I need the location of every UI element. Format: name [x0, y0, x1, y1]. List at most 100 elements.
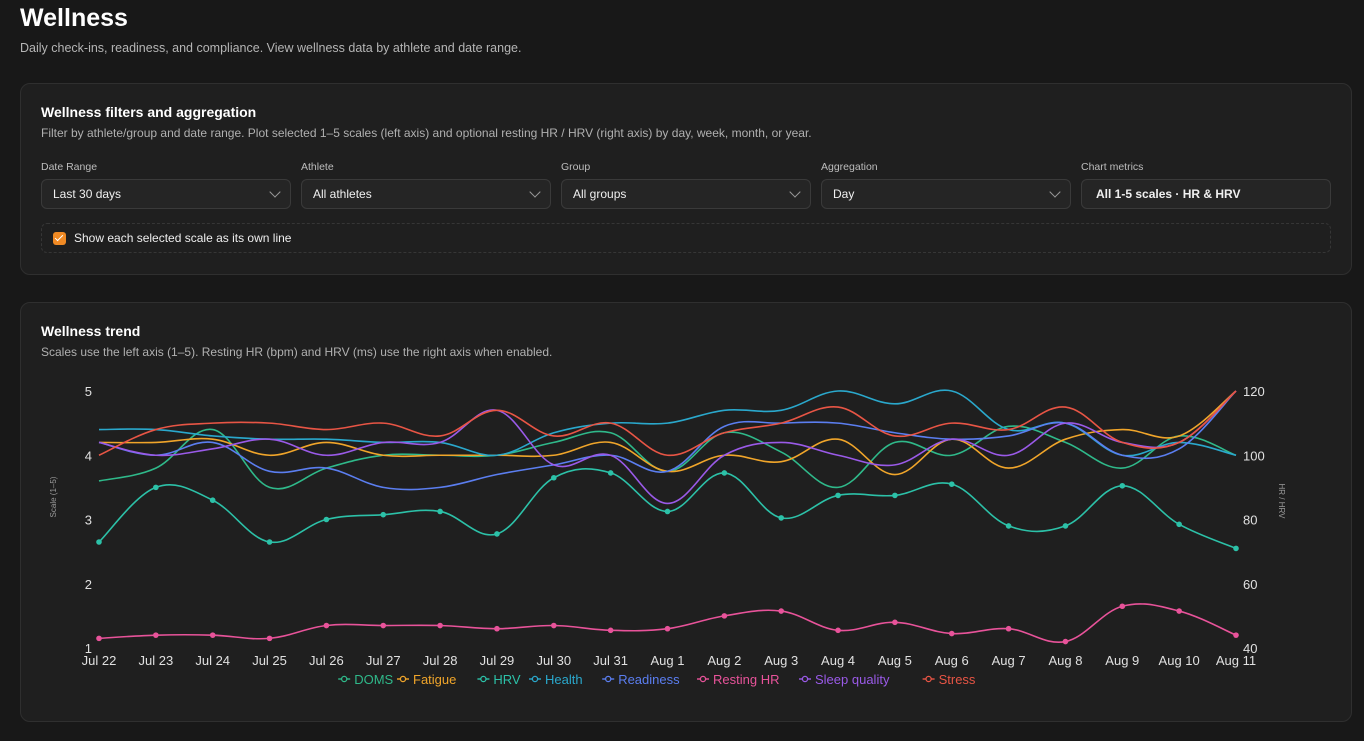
y-left-tick-label: 2: [85, 577, 92, 592]
legend-entry-hrv: HRV: [493, 672, 521, 687]
chart-metrics-field: Chart metrics All 1-5 scales · HR & HRV: [1081, 161, 1331, 209]
date-range-select[interactable]: Last 30 days: [41, 179, 291, 209]
x-tick-label: Jul 31: [593, 653, 628, 668]
x-tick-label: Jul 22: [82, 653, 117, 668]
data-point-hrv: [1233, 545, 1239, 552]
data-point-resting-hr: [664, 625, 671, 632]
data-point-hrv: [1119, 482, 1126, 489]
series-line-stress: [98, 390, 1237, 457]
data-point-hrv: [948, 481, 955, 487]
group-select[interactable]: All groups: [561, 179, 811, 209]
x-tick-label: Aug 3: [764, 653, 798, 668]
x-tick-label: Aug 6: [935, 653, 969, 668]
data-point-resting-hr: [948, 630, 955, 637]
legend-marker-dot-readiness: [604, 675, 612, 683]
series-line-hrv: [98, 468, 1237, 550]
filters-card: Wellness filters and aggregation Filter …: [20, 83, 1352, 275]
group-field: Group All groups: [561, 161, 811, 209]
page-subtitle: Daily check-ins, readiness, and complian…: [20, 41, 522, 55]
data-point-resting-hr: [721, 613, 728, 619]
data-point-hrv: [323, 516, 330, 523]
data-point-hrv: [96, 539, 102, 545]
data-point-hrv: [437, 508, 443, 515]
data-point-resting-hr: [380, 622, 387, 629]
series-line-doms: [98, 425, 1237, 490]
aggregation-select[interactable]: Day: [821, 179, 1071, 209]
date-range-value: Last 30 days: [53, 187, 122, 201]
data-point-resting-hr: [437, 622, 443, 629]
x-tick-label: Aug 2: [707, 653, 741, 668]
athlete-select[interactable]: All athletes: [301, 179, 551, 209]
chart-metrics-select[interactable]: All 1-5 scales · HR & HRV: [1081, 179, 1331, 209]
legend-marker-dot-health: [531, 675, 539, 683]
trend-title: Wellness trend: [41, 323, 141, 339]
legend-marker-dot-hrv: [480, 675, 487, 683]
legend-marker-dot-doms: [340, 675, 348, 683]
x-tick-label: Aug 10: [1159, 653, 1200, 668]
data-point-resting-hr: [96, 635, 102, 642]
x-tick-label: Jul 24: [195, 653, 230, 668]
legend-marker-dot-stress: [925, 675, 932, 683]
y-right-tick-label: 120: [1243, 384, 1265, 399]
group-value: All groups: [573, 187, 627, 201]
y-left-tick-label: 4: [85, 448, 92, 463]
filters-description: Filter by athlete/group and date range. …: [41, 126, 812, 140]
y-right-axis-title: HR / HRV: [1277, 484, 1286, 520]
data-point-resting-hr: [607, 627, 614, 634]
legend-marker-dot-fatigue: [399, 675, 407, 683]
series-line-fatigue: [98, 390, 1237, 476]
y-right-tick-label: 100: [1243, 448, 1265, 463]
x-tick-label: Aug 9: [1105, 653, 1139, 668]
x-tick-label: Aug 4: [821, 653, 855, 668]
x-tick-label: Aug 5: [878, 653, 912, 668]
legend-entry-resting-hr: Resting HR: [713, 672, 779, 687]
x-tick-label: Jul 25: [252, 653, 287, 668]
legend-marker-dot-sleep-quality: [801, 675, 809, 683]
legend-entry-readiness: Readiness: [618, 672, 680, 687]
data-point-hrv: [607, 470, 614, 476]
page-title: Wellness: [20, 4, 128, 32]
aggregation-label: Aggregation: [821, 161, 878, 173]
data-point-hrv: [1005, 523, 1012, 529]
x-tick-label: Aug 7: [992, 653, 1026, 668]
checkbox-checked-icon[interactable]: [53, 231, 66, 245]
group-label: Group: [561, 161, 591, 173]
data-point-hrv: [266, 539, 273, 545]
y-right-tick-label: 40: [1243, 641, 1257, 656]
data-point-hrv: [153, 484, 159, 491]
data-point-resting-hr: [778, 608, 784, 614]
filters-title: Wellness filters and aggregation: [41, 104, 257, 120]
legend-entry-doms: DOMS: [354, 672, 393, 687]
data-point-resting-hr: [494, 625, 500, 632]
data-point-hrv: [778, 515, 784, 521]
data-point-hrv: [892, 492, 898, 499]
data-point-hrv: [380, 511, 387, 518]
separate-lines-toggle[interactable]: Show each selected scale as its own line: [41, 223, 1331, 253]
x-tick-label: Aug 8: [1048, 653, 1082, 668]
data-point-resting-hr: [835, 627, 841, 634]
x-tick-label: Aug 1: [651, 653, 685, 668]
date-range-label: Date Range: [41, 161, 98, 173]
data-point-resting-hr: [1233, 632, 1239, 638]
chart-metrics-label: Chart metrics: [1081, 161, 1144, 173]
data-point-hrv: [721, 470, 728, 476]
separate-lines-label: Show each selected scale as its own line: [74, 231, 292, 245]
trend-card: Wellness trend Scales use the left axis …: [20, 302, 1352, 722]
chart-metrics-value: All 1-5 scales · HR & HRV: [1096, 187, 1241, 201]
data-point-hrv: [835, 492, 841, 499]
y-left-tick-label: 1: [85, 641, 92, 656]
series-line-readiness: [98, 390, 1237, 491]
data-point-resting-hr: [153, 632, 159, 638]
legend-entry-sleep-quality: Sleep quality: [815, 672, 890, 687]
data-point-hrv: [209, 497, 216, 504]
data-point-hrv: [1176, 521, 1182, 528]
legend-marker-dot-resting-hr: [699, 675, 707, 683]
aggregation-value: Day: [833, 187, 855, 201]
y-right-tick-label: 60: [1243, 577, 1257, 592]
y-left-axis-title: Scale (1–5): [49, 476, 58, 517]
data-point-resting-hr: [209, 632, 216, 638]
x-tick-label: Jul 26: [309, 653, 344, 668]
data-point-resting-hr: [1176, 608, 1182, 614]
legend-entry-fatigue: Fatigue: [413, 672, 456, 687]
